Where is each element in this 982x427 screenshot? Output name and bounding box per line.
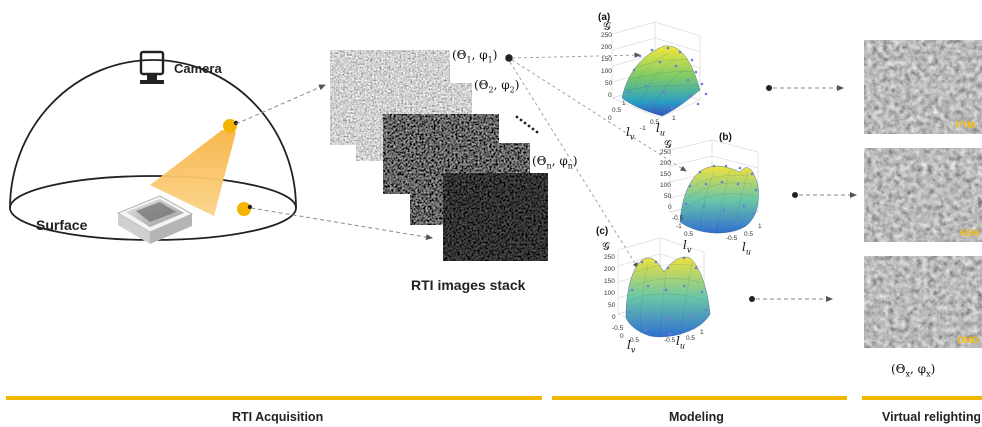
surface-sample-icon	[117, 195, 193, 244]
x-axis-label-a: lu	[656, 121, 665, 138]
z-axis-label-a: 𝒢	[603, 20, 611, 33]
ellipsis-dots	[515, 115, 539, 134]
svg-text:1: 1	[672, 115, 676, 122]
camera-label: Camera	[174, 61, 222, 76]
svg-text:-0.5: -0.5	[672, 215, 684, 222]
svg-text:0.5: 0.5	[744, 231, 753, 238]
light-source-icon	[223, 119, 237, 133]
svg-text:0.5: 0.5	[612, 107, 621, 114]
svg-text:-0.5: -0.5	[612, 325, 624, 332]
svg-text:1: 1	[700, 329, 704, 336]
svg-text:250: 250	[604, 254, 615, 261]
camera-icon	[139, 50, 165, 84]
svg-text:0.5: 0.5	[650, 119, 659, 126]
section-bar-acquisition	[6, 396, 542, 400]
svg-text:150: 150	[601, 56, 612, 63]
svg-text:0: 0	[668, 204, 672, 211]
stack-label: RTI images stack	[411, 277, 526, 293]
section-label-acquisition: RTI Acquisition	[232, 410, 324, 424]
sample-points	[626, 46, 708, 110]
svg-text:0: 0	[608, 92, 612, 99]
svg-text:0.5: 0.5	[684, 231, 693, 238]
dome-arc	[9, 59, 297, 209]
z-axis-label-c: 𝒢	[602, 240, 610, 253]
model-plot-c	[617, 237, 711, 339]
svg-text:-1: -1	[676, 223, 682, 230]
svg-text:250: 250	[660, 149, 671, 156]
surface-label: Surface	[36, 217, 88, 233]
svg-text:50: 50	[605, 80, 613, 87]
y-axis-label-c: lv	[627, 338, 636, 355]
panel-tag-c: (c)	[596, 226, 609, 237]
svg-text:50: 50	[664, 193, 672, 200]
relit-tag-hsh: HSH	[960, 228, 980, 238]
svg-text:1: 1	[758, 223, 762, 230]
z-axis-label-b: 𝒢	[664, 138, 672, 151]
section-bar-modeling	[552, 396, 847, 400]
section-bar-relighting	[862, 396, 982, 400]
dashed-arrow	[511, 59, 687, 172]
svg-text:0: 0	[620, 333, 624, 340]
svg-text:-0.5: -0.5	[726, 235, 738, 242]
light-cone	[150, 130, 236, 216]
relit-tag-dmd: DMD	[958, 335, 979, 345]
svg-text:0.5: 0.5	[630, 337, 639, 344]
dashed-arrow	[235, 84, 326, 125]
svg-text:0: 0	[608, 115, 612, 122]
pixel-marker	[505, 54, 513, 62]
svg-text:150: 150	[604, 278, 615, 285]
svg-text:-0.5: -0.5	[664, 337, 676, 344]
light-position-2: (Θ2, φ2)	[474, 78, 520, 95]
light-position-n: (Θn, φn)	[532, 154, 578, 171]
relit-tag-ptm: PTM	[956, 120, 975, 130]
dashed-arrow	[250, 207, 433, 240]
svg-text:50: 50	[608, 302, 616, 309]
svg-text:200: 200	[604, 266, 615, 273]
svg-text:100: 100	[601, 68, 612, 75]
svg-text:0.5: 0.5	[686, 335, 695, 342]
svg-text:250: 250	[601, 32, 612, 39]
svg-text:0: 0	[612, 314, 616, 321]
svg-text:200: 200	[660, 160, 671, 167]
svg-text:100: 100	[604, 290, 615, 297]
section-label-relighting: Virtual relighting	[882, 410, 980, 424]
rti-image	[443, 173, 548, 261]
x-axis-label-b: lu	[742, 240, 751, 257]
light-position-1: (Θ1, φ1)	[452, 48, 498, 65]
section-label-modeling: Modeling	[669, 410, 724, 424]
dashed-arrow	[509, 61, 639, 269]
x-axis-label-c: lu	[676, 334, 685, 351]
svg-text:1: 1	[622, 100, 626, 107]
sample-points	[628, 256, 708, 336]
svg-text:150: 150	[660, 171, 671, 178]
svg-text:-1: -1	[640, 125, 646, 132]
y-axis-label-b: lv	[683, 238, 692, 255]
y-axis-label-a: lv	[626, 125, 635, 142]
rti-image-stack	[330, 50, 548, 261]
panel-tag-a: (a)	[598, 12, 611, 23]
light-position-x: (Θx, φx)	[891, 362, 936, 379]
panel-tag-b: (b)	[719, 132, 732, 143]
sample-points	[684, 164, 758, 228]
model-plot-b	[669, 139, 759, 235]
svg-text:200: 200	[601, 44, 612, 51]
model-plot-a	[611, 21, 708, 119]
dashed-arrow	[511, 52, 641, 59]
svg-text:100: 100	[660, 182, 671, 189]
light-source-icon	[237, 202, 251, 216]
